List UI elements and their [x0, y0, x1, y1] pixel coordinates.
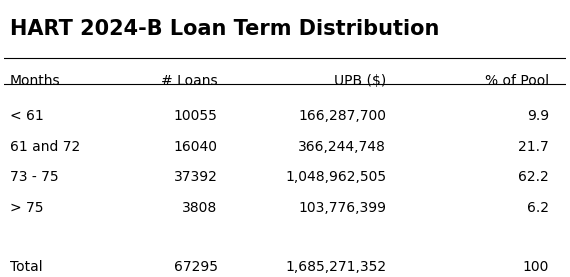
Text: 6.2: 6.2: [527, 201, 549, 215]
Text: 1,048,962,505: 1,048,962,505: [285, 170, 386, 184]
Text: 61 and 72: 61 and 72: [10, 140, 80, 153]
Text: > 75: > 75: [10, 201, 43, 215]
Text: 1,685,271,352: 1,685,271,352: [285, 260, 386, 274]
Text: 100: 100: [523, 260, 549, 274]
Text: 10055: 10055: [174, 109, 218, 123]
Text: 16040: 16040: [174, 140, 218, 153]
Text: % of Pool: % of Pool: [485, 74, 549, 88]
Text: 166,287,700: 166,287,700: [298, 109, 386, 123]
Text: 62.2: 62.2: [518, 170, 549, 184]
Text: 21.7: 21.7: [518, 140, 549, 153]
Text: UPB ($): UPB ($): [334, 74, 386, 88]
Text: 103,776,399: 103,776,399: [298, 201, 386, 215]
Text: # Loans: # Loans: [161, 74, 218, 88]
Text: 73 - 75: 73 - 75: [10, 170, 58, 184]
Text: 3808: 3808: [182, 201, 218, 215]
Text: HART 2024-B Loan Term Distribution: HART 2024-B Loan Term Distribution: [10, 19, 439, 39]
Text: 37392: 37392: [174, 170, 218, 184]
Text: 9.9: 9.9: [527, 109, 549, 123]
Text: Total: Total: [10, 260, 42, 274]
Text: < 61: < 61: [10, 109, 43, 123]
Text: Months: Months: [10, 74, 60, 88]
Text: 67295: 67295: [174, 260, 218, 274]
Text: 366,244,748: 366,244,748: [298, 140, 386, 153]
